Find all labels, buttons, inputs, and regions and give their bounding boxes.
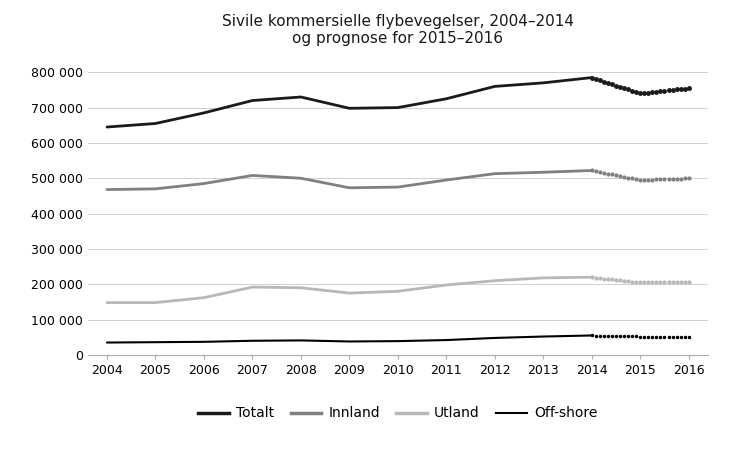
- Title: Sivile kommersielle flybevegelser, 2004–2014
og prognose for 2015–2016: Sivile kommersielle flybevegelser, 2004–…: [222, 14, 574, 46]
- Legend: Totalt, Innland, Utland, Off-shore: Totalt, Innland, Utland, Off-shore: [193, 401, 603, 426]
